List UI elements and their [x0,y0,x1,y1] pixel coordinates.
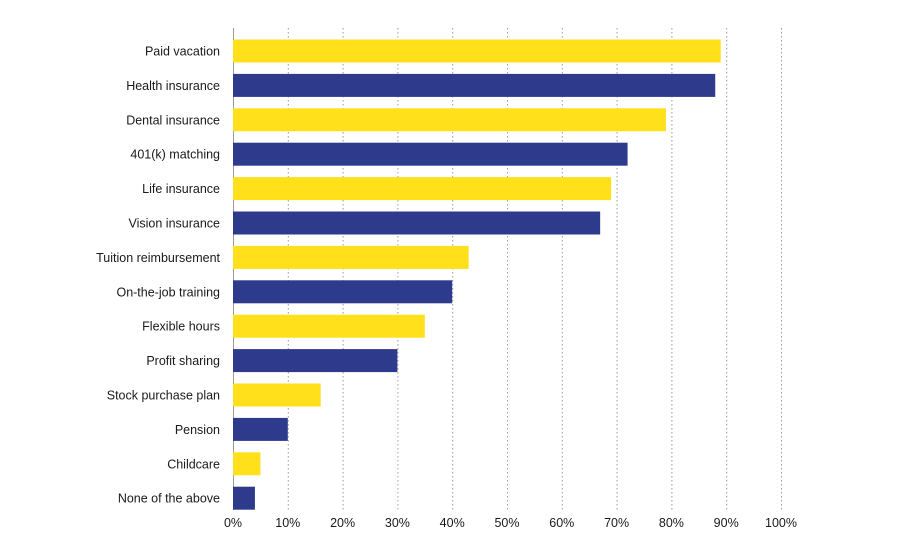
bar-on-the-job-training [233,280,453,304]
x-axis-ticks: 0% 10% 20% 30% 40% 50% 60% 70% 80% 90% 100% [224,516,797,530]
category-label-vision-insurance: Vision insurance [129,217,221,231]
category-label-flexible-hours: Flexible hours [142,320,220,334]
bar-none-of-the-above [233,486,255,510]
x-tick-label-0: 0% [224,516,242,530]
category-label-childcare: Childcare [167,457,220,471]
x-tick-label-10: 10% [275,516,300,530]
category-labels: Paid vacation Health insurance Dental insu… [96,45,220,506]
bar-pension [233,417,288,441]
x-tick-label-50: 50% [494,516,519,530]
bars [233,39,721,510]
category-label-stock-purchase-plan: Stock purchase plan [107,389,220,403]
bar-flexible-hours [233,314,425,338]
x-tick-label-60: 60% [549,516,574,530]
category-label-health-insurance: Health insurance [126,79,220,93]
x-tick-label-20: 20% [330,516,355,530]
x-tick-label-30: 30% [385,516,410,530]
bar-tuition-reimbursement [233,245,469,269]
x-tick-label-100: 100% [765,516,797,530]
x-tick-label-40: 40% [440,516,465,530]
category-label-401-k-matching: 401(k) matching [130,148,220,162]
category-label-pension: Pension [175,423,220,437]
category-label-life-insurance: Life insurance [142,182,220,196]
bar-profit-sharing [233,349,398,373]
bar-stock-purchase-plan [233,383,321,407]
category-label-profit-sharing: Profit sharing [146,354,220,368]
category-label-dental-insurance: Dental insurance [126,113,220,127]
bar-dental-insurance [233,108,666,132]
category-label-none-of-the-above: None of the above [118,492,220,506]
x-tick-label-70: 70% [604,516,629,530]
x-tick-label-80: 80% [659,516,684,530]
category-label-on-the-job-training: On-the-job training [116,285,220,299]
bar-childcare [233,452,261,476]
bar-life-insurance [233,177,612,201]
category-label-tuition-reimbursement: Tuition reimbursement [96,251,220,265]
bar-401-k-matching [233,142,628,166]
x-tick-label-90: 90% [714,516,739,530]
bar-health-insurance [233,73,716,97]
category-label-paid-vacation: Paid vacation [145,45,220,59]
bar-vision-insurance [233,211,601,235]
bar-paid-vacation [233,39,721,63]
gridlines [233,28,782,510]
